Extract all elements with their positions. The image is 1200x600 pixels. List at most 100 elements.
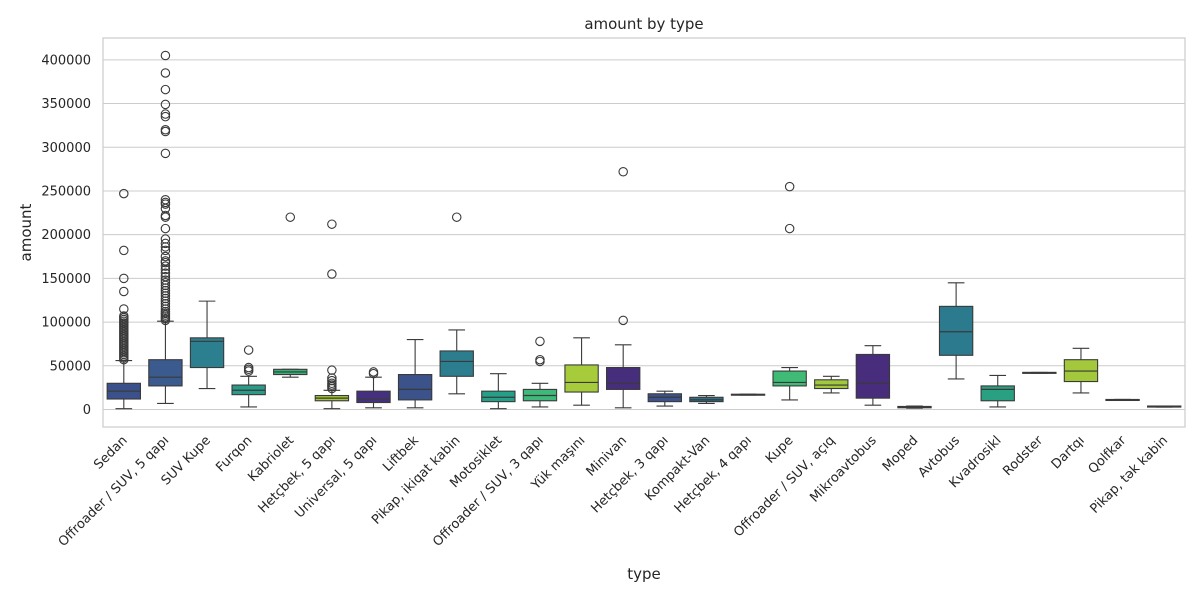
outlier-point bbox=[451, 212, 462, 222]
x-tick-label: Moped bbox=[880, 433, 921, 474]
outlier-point bbox=[160, 111, 171, 122]
outlier-point bbox=[535, 354, 545, 365]
box-group bbox=[522, 336, 558, 408]
box-group bbox=[481, 373, 516, 410]
box-group bbox=[647, 390, 683, 407]
outlier-point bbox=[327, 375, 337, 386]
outlier-point bbox=[160, 238, 171, 249]
gridlines bbox=[103, 59, 1185, 411]
outlier-point bbox=[160, 50, 171, 61]
outlier-point bbox=[160, 234, 171, 244]
outlier-point bbox=[160, 261, 171, 271]
outlier-point bbox=[327, 378, 337, 389]
outlier-point bbox=[327, 365, 337, 375]
y-tick-label: 200000 bbox=[41, 228, 91, 243]
outlier-point bbox=[368, 367, 379, 377]
box-group bbox=[855, 345, 891, 406]
box-iqr bbox=[938, 305, 974, 356]
box-group bbox=[1022, 371, 1057, 374]
outlier-point bbox=[327, 269, 337, 279]
outlier-point bbox=[784, 181, 795, 192]
y-tick-label: 150000 bbox=[41, 272, 91, 287]
box-iqr bbox=[481, 390, 516, 403]
box-group bbox=[564, 337, 599, 406]
box-iqr bbox=[605, 367, 641, 390]
y-axis-label: amount bbox=[17, 203, 35, 261]
outlier-point bbox=[285, 212, 296, 222]
outlier-point bbox=[119, 311, 129, 321]
box-group bbox=[897, 405, 932, 409]
box-group bbox=[689, 394, 724, 404]
box-iqr bbox=[356, 390, 391, 404]
outlier-point bbox=[160, 197, 171, 208]
outlier-point bbox=[243, 362, 254, 373]
box-group bbox=[314, 219, 350, 410]
outlier-point bbox=[160, 194, 171, 205]
box-group bbox=[439, 212, 474, 395]
x-tick-label: Kupe bbox=[763, 433, 796, 466]
box-iqr bbox=[189, 337, 225, 369]
box-group bbox=[148, 50, 183, 404]
box-iqr bbox=[148, 359, 183, 387]
box-iqr bbox=[397, 374, 433, 401]
box-iqr bbox=[772, 370, 807, 387]
outlier-point bbox=[160, 84, 171, 95]
x-tick-label: Pikap, tək kabin bbox=[1088, 433, 1171, 516]
outlier-point bbox=[160, 271, 171, 282]
box-group bbox=[106, 188, 142, 410]
box-group bbox=[1105, 398, 1140, 402]
outlier-point bbox=[119, 304, 129, 314]
outlier-point bbox=[160, 251, 171, 262]
x-tick-label: Sedan bbox=[91, 433, 130, 472]
x-tick-label: Liftbek bbox=[380, 433, 422, 475]
box-group bbox=[273, 212, 308, 378]
box-iqr bbox=[855, 353, 891, 399]
y-tick-label: 350000 bbox=[41, 97, 91, 112]
y-tick-label: 50000 bbox=[50, 359, 91, 374]
box-iqr bbox=[439, 350, 474, 377]
y-tick-label: 300000 bbox=[41, 141, 91, 156]
outlier-point bbox=[243, 345, 254, 355]
chart-title: amount by type bbox=[584, 15, 703, 33]
y-tick-label: 400000 bbox=[41, 53, 91, 68]
box-group bbox=[605, 166, 641, 409]
box-iqr bbox=[980, 385, 1015, 402]
y-tick-label: 250000 bbox=[41, 184, 91, 199]
y-tick-label: 100000 bbox=[41, 316, 91, 331]
x-tick-label: Hetçbek, 3 qapı bbox=[589, 433, 672, 516]
y-tick-label: 0 bbox=[83, 403, 91, 418]
box-group bbox=[730, 393, 766, 396]
box-iqr bbox=[814, 379, 849, 390]
outlier-point bbox=[119, 273, 129, 284]
outlier-point bbox=[160, 68, 171, 78]
boxes bbox=[106, 50, 1182, 410]
y-tick-labels: 0 50000 100000 150000 200000 250000 300000 3500… bbox=[41, 53, 91, 418]
outlier-point bbox=[119, 245, 129, 256]
outlier-point bbox=[618, 315, 628, 326]
box-group bbox=[356, 367, 391, 409]
outlier-point bbox=[160, 210, 171, 221]
outlier-point bbox=[618, 166, 628, 177]
outlier-point bbox=[160, 99, 171, 110]
outlier-point bbox=[160, 278, 171, 288]
box-group bbox=[814, 375, 849, 394]
outlier-point bbox=[160, 109, 171, 119]
outlier-point bbox=[160, 256, 171, 266]
box-group bbox=[231, 345, 266, 408]
box-group bbox=[772, 181, 807, 401]
outlier-point bbox=[160, 125, 171, 135]
outlier-point bbox=[160, 148, 171, 159]
outlier-point bbox=[535, 336, 545, 347]
x-tick-label: Furqon bbox=[213, 433, 255, 475]
x-tick-label: Rodster bbox=[1000, 433, 1046, 479]
box-group bbox=[938, 282, 974, 380]
outlier-point bbox=[160, 268, 171, 278]
outlier-point bbox=[160, 275, 171, 285]
outlier-point bbox=[119, 188, 129, 199]
box-group bbox=[980, 374, 1015, 408]
outlier-point bbox=[160, 223, 171, 234]
outlier-point bbox=[119, 286, 129, 297]
plot-frame bbox=[102, 37, 1186, 428]
